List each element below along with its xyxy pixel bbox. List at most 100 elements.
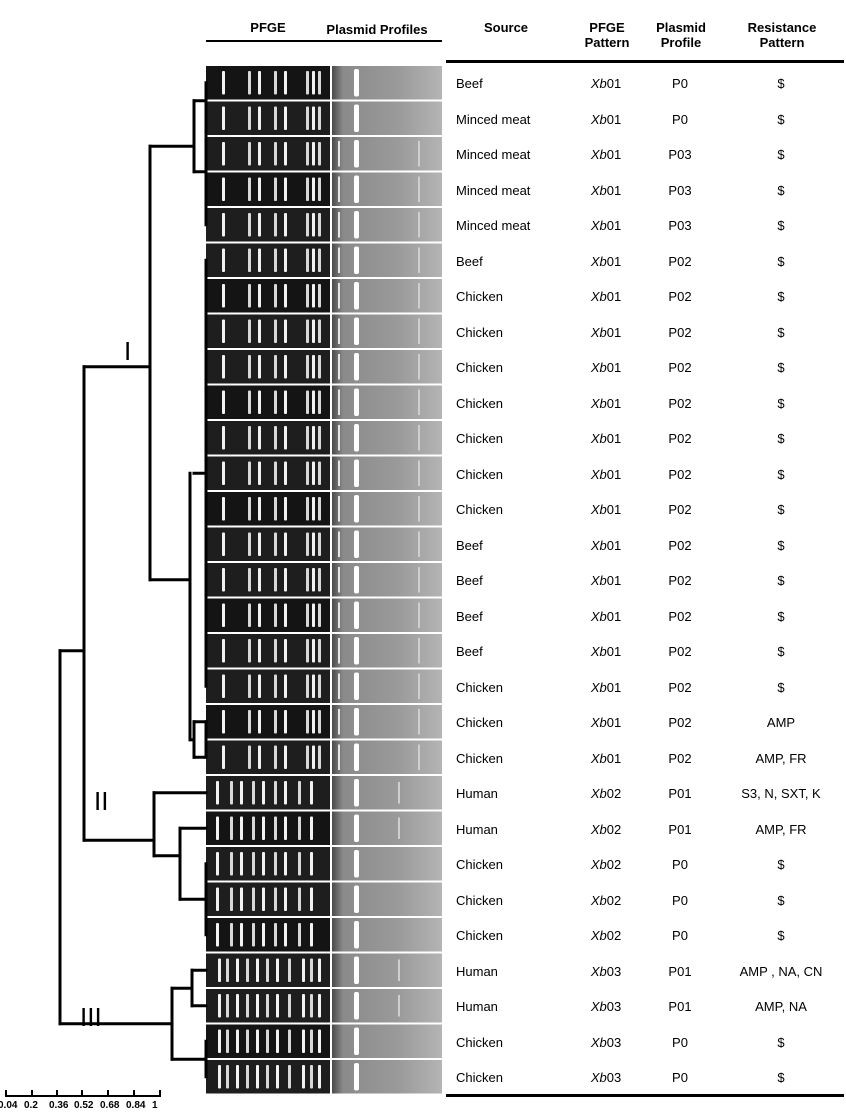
pfge-band xyxy=(230,887,233,911)
pfge-pattern-number: 01 xyxy=(606,289,622,304)
pfge-band xyxy=(248,674,251,698)
pfge-band xyxy=(258,674,261,698)
pfge-band xyxy=(298,816,301,840)
pfge-band xyxy=(310,923,313,947)
pfge-band xyxy=(222,177,225,201)
pfge-band xyxy=(258,319,261,343)
pfge-pattern-prefix: Xb xyxy=(590,679,607,695)
pfge-band xyxy=(222,745,225,769)
row-plasmid-profile: P01 xyxy=(668,821,692,837)
pfge-pattern-prefix: Xb xyxy=(590,644,607,659)
pfge-band xyxy=(306,568,309,592)
row-source: Beef xyxy=(456,253,483,269)
plasmid-band xyxy=(418,531,420,557)
row-resistance-pattern: $ xyxy=(777,218,785,233)
plasmid-chromosomal-band xyxy=(354,140,359,168)
pfge-pattern-prefix: Xb xyxy=(590,395,607,411)
pfge-band xyxy=(284,142,287,166)
cluster-label-i: I xyxy=(124,336,132,366)
plasmid-lane-image xyxy=(332,456,442,490)
row-pfge-pattern: Xb01 xyxy=(570,751,642,767)
pfge-band xyxy=(240,887,243,911)
plasmid-band xyxy=(418,425,420,451)
pfge-pattern-number: 01 xyxy=(606,395,622,411)
pfge-band xyxy=(276,1029,279,1053)
pfge-band xyxy=(274,745,277,769)
pfge-band xyxy=(306,213,309,237)
gel-separator xyxy=(330,66,332,1096)
pfge-band xyxy=(222,461,225,485)
row-pfge-pattern: Xb02 xyxy=(570,822,642,838)
row-resistance-pattern: AMP, FR xyxy=(755,750,807,766)
pfge-band xyxy=(284,390,287,414)
pfge-band xyxy=(248,568,251,592)
pfge-band xyxy=(318,355,321,379)
pfge-band xyxy=(258,177,261,201)
pfge-band xyxy=(310,1065,313,1089)
pfge-lane-image xyxy=(206,208,330,242)
gel-lane xyxy=(206,563,442,597)
pfge-band xyxy=(306,426,309,450)
row-plasmid-profile: P0 xyxy=(672,111,688,127)
plasmid-lane-image xyxy=(332,740,442,774)
pfge-band xyxy=(274,319,277,343)
pfge-band xyxy=(258,639,261,663)
plasmid-chromosomal-band xyxy=(354,921,359,949)
pfge-band xyxy=(222,213,225,237)
pfge-band xyxy=(318,1065,321,1089)
row-pfge-pattern: Xb02 xyxy=(570,786,642,802)
pfge-pattern-prefix: Xb xyxy=(590,147,607,162)
row-resistance-pattern: $ xyxy=(777,573,785,588)
pfge-band xyxy=(274,461,277,485)
pfge-band xyxy=(266,1065,269,1089)
pfge-band xyxy=(248,426,251,450)
pfge-band xyxy=(312,745,315,769)
row-resistance-pattern: $ xyxy=(777,76,785,91)
plasmid-band xyxy=(418,212,420,238)
pfge-pattern-number: 01 xyxy=(606,253,622,269)
gel-lane xyxy=(206,882,442,916)
plasmid-lane-image xyxy=(332,776,442,810)
pfge-band xyxy=(306,355,309,379)
pfge-pattern-number: 02 xyxy=(606,928,622,943)
pfge-band xyxy=(284,532,287,556)
plasmid-chromosomal-band xyxy=(354,459,359,487)
pfge-band xyxy=(306,248,309,272)
row-plasmid-profile: P03 xyxy=(668,182,692,198)
pfge-band xyxy=(230,923,233,947)
pfge-pattern-number: 01 xyxy=(606,573,622,588)
pfge-band xyxy=(284,319,287,343)
pfge-band xyxy=(226,994,229,1018)
pfge-band xyxy=(298,923,301,947)
gel-lane xyxy=(206,66,442,100)
pfge-band xyxy=(274,284,277,308)
pfge-band xyxy=(284,745,287,769)
pfge-band xyxy=(312,639,315,663)
row-plasmid-profile: P0 xyxy=(672,1070,688,1085)
pfge-band xyxy=(302,994,305,1018)
pfge-pattern-number: 01 xyxy=(606,537,622,553)
pfge-band xyxy=(240,923,243,947)
pfge-pattern-prefix: Xb xyxy=(590,715,607,730)
plasmid-chromosomal-band xyxy=(354,246,359,274)
plasmid-chromosomal-band xyxy=(354,104,359,132)
plasmid-lane-image xyxy=(332,101,442,135)
scale-tick-label: 0.36 xyxy=(49,1100,69,1111)
pfge-lane-image xyxy=(206,776,330,810)
pfge-lane-image xyxy=(206,811,330,845)
row-source: Human xyxy=(456,786,498,801)
pfge-lane-image xyxy=(206,350,330,384)
pfge-band xyxy=(222,532,225,556)
plasmid-chromosomal-band xyxy=(354,956,359,984)
plasmid-band xyxy=(418,247,420,273)
pfge-pattern-prefix: Xb xyxy=(590,182,607,198)
pfge-pattern-prefix: Xb xyxy=(590,573,607,588)
row-pfge-pattern: Xb02 xyxy=(570,928,642,944)
plasmid-chromosomal-band xyxy=(354,495,359,523)
pfge-lane-image xyxy=(206,882,330,916)
plasmid-band xyxy=(338,744,340,770)
pfge-lane-image xyxy=(206,172,330,206)
pfge-band xyxy=(222,106,225,130)
pfge-pattern-number: 01 xyxy=(606,147,622,162)
pfge-pattern-prefix: Xb xyxy=(590,111,607,127)
